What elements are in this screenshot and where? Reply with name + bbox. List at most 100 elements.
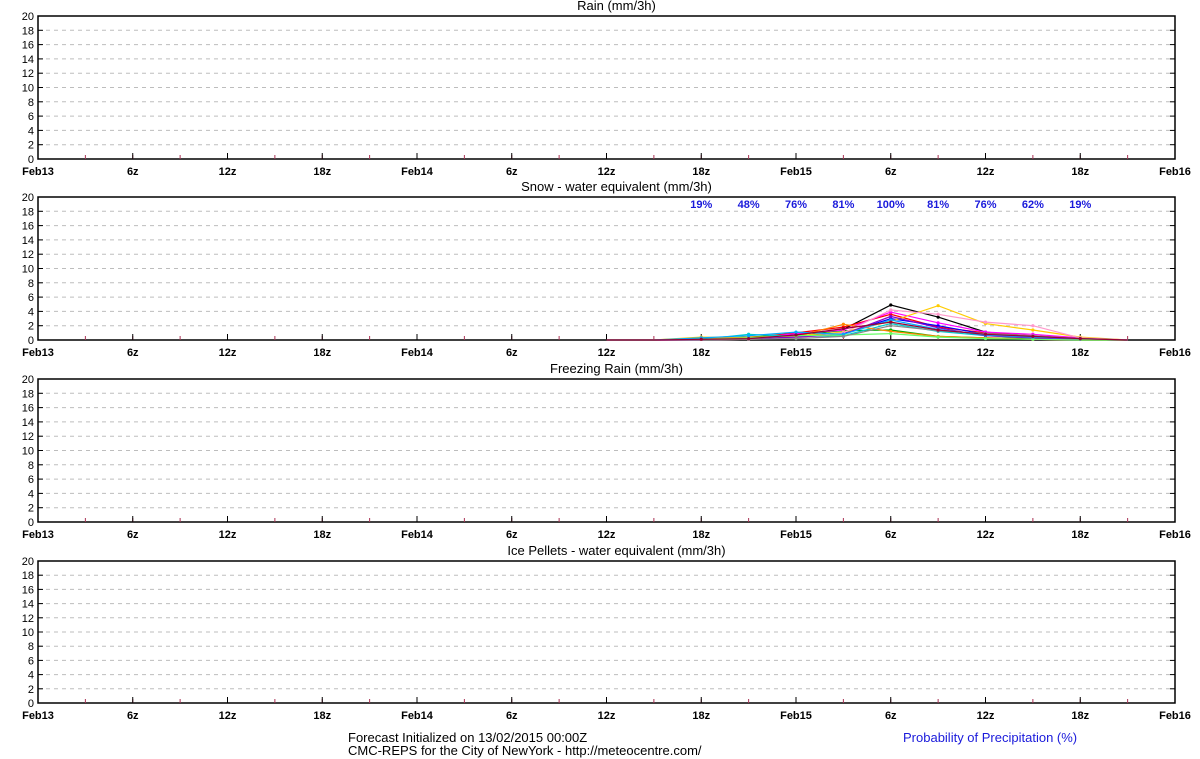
y-tick-label: 10 [22,627,34,639]
y-tick-label: 4 [28,125,34,137]
probability-label: 48% [738,199,760,211]
chart-title-0: Rain (mm/3h) [577,0,656,13]
x-tick-label: Feb14 [401,166,434,178]
x-tick-label: 18z [1071,710,1089,722]
x-tick-label: 12z [977,529,995,541]
y-tick-label: 0 [28,517,34,529]
y-tick-label: 4 [28,488,34,500]
data-point [889,314,893,319]
x-tick-label: Feb14 [401,529,434,541]
y-tick-label: 10 [22,446,34,458]
data-point [841,334,845,339]
x-tick-label: 18z [313,710,331,722]
y-tick-label: 0 [28,335,34,347]
y-tick-label: 20 [22,556,34,568]
y-tick-label: 10 [22,264,34,276]
x-tick-label: 18z [692,347,710,359]
y-tick-label: 10 [22,83,34,95]
x-tick-label: Feb14 [401,347,434,359]
data-point [983,320,988,324]
data-point [936,315,940,319]
x-tick-label: 18z [692,166,710,178]
x-tick-label: 6z [885,529,897,541]
x-tick-label: 18z [1071,529,1089,541]
data-point [889,331,893,336]
y-tick-label: 8 [28,97,34,109]
y-tick-label: 0 [28,154,34,166]
y-tick-label: 6 [28,111,34,123]
x-tick-label: 12z [598,529,616,541]
data-point [1078,336,1082,341]
x-tick-label: 12z [219,710,237,722]
x-tick-label: 12z [219,166,237,178]
data-point [936,328,940,332]
y-tick-label: 12 [22,249,34,261]
probability-label: 100% [877,199,905,211]
x-tick-label: 12z [977,166,995,178]
x-tick-label: 18z [1071,347,1089,359]
y-tick-label: 6 [28,292,34,304]
y-tick-label: 2 [28,684,34,696]
y-tick-label: 2 [28,140,34,152]
data-point [936,304,940,308]
data-point [1031,328,1035,332]
data-point [1031,334,1035,339]
y-tick-label: 14 [22,417,34,429]
x-tick-label: Feb13 [22,347,54,359]
x-tick-label: 6z [127,166,139,178]
data-point [983,332,988,336]
x-tick-label: 6z [506,347,518,359]
probability-label: 76% [785,199,807,211]
y-tick-label: 4 [28,670,34,682]
x-tick-label: 12z [977,347,995,359]
data-point [936,312,940,316]
y-tick-label: 18 [22,388,34,400]
data-point [983,336,988,341]
x-tick-label: 12z [598,710,616,722]
x-tick-label: 18z [1071,166,1089,178]
series-line-13 [606,321,1128,341]
data-point [699,337,703,341]
y-tick-label: 16 [22,40,34,52]
data-point [747,336,751,341]
y-tick-label: 18 [22,206,34,218]
x-tick-label: Feb15 [780,710,812,722]
x-tick-label: 6z [885,347,897,359]
chart-title-2: Freezing Rain (mm/3h) [550,361,683,376]
data-point [841,322,845,326]
probability-legend: Probability of Precipitation (%) [903,730,1078,745]
data-point [889,324,893,328]
y-tick-label: 4 [28,306,34,318]
y-tick-label: 8 [28,278,34,290]
x-tick-label: Feb15 [780,529,812,541]
x-tick-label: Feb16 [1159,347,1191,359]
x-tick-label: Feb16 [1159,166,1191,178]
probability-label: 76% [974,199,996,211]
x-tick-label: 18z [692,710,710,722]
y-tick-label: 20 [22,192,34,204]
y-tick-label: 14 [22,235,34,247]
data-point [794,333,798,337]
y-tick-label: 2 [28,503,34,515]
y-tick-label: 12 [22,613,34,625]
x-tick-label: 18z [692,529,710,541]
forecast-init-text: Forecast Initialized on 13/02/2015 00:00… [348,730,588,745]
data-point [747,334,751,338]
x-tick-label: Feb13 [22,166,54,178]
probability-label: 81% [927,199,949,211]
y-tick-label: 14 [22,599,34,611]
x-tick-label: 18z [313,347,331,359]
x-tick-label: 12z [219,529,237,541]
source-credit-text: CMC-REPS for the City of NewYork - http:… [348,743,702,758]
y-tick-label: 12 [22,431,34,443]
data-point [841,326,845,331]
data-point [794,330,798,334]
x-tick-label: 12z [219,347,237,359]
y-tick-label: 6 [28,655,34,667]
x-tick-label: Feb14 [401,710,434,722]
x-tick-label: 12z [977,710,995,722]
probability-label: 19% [1069,199,1091,211]
data-point [889,303,893,307]
chart-title-3: Ice Pellets - water equivalent (mm/3h) [507,543,725,558]
